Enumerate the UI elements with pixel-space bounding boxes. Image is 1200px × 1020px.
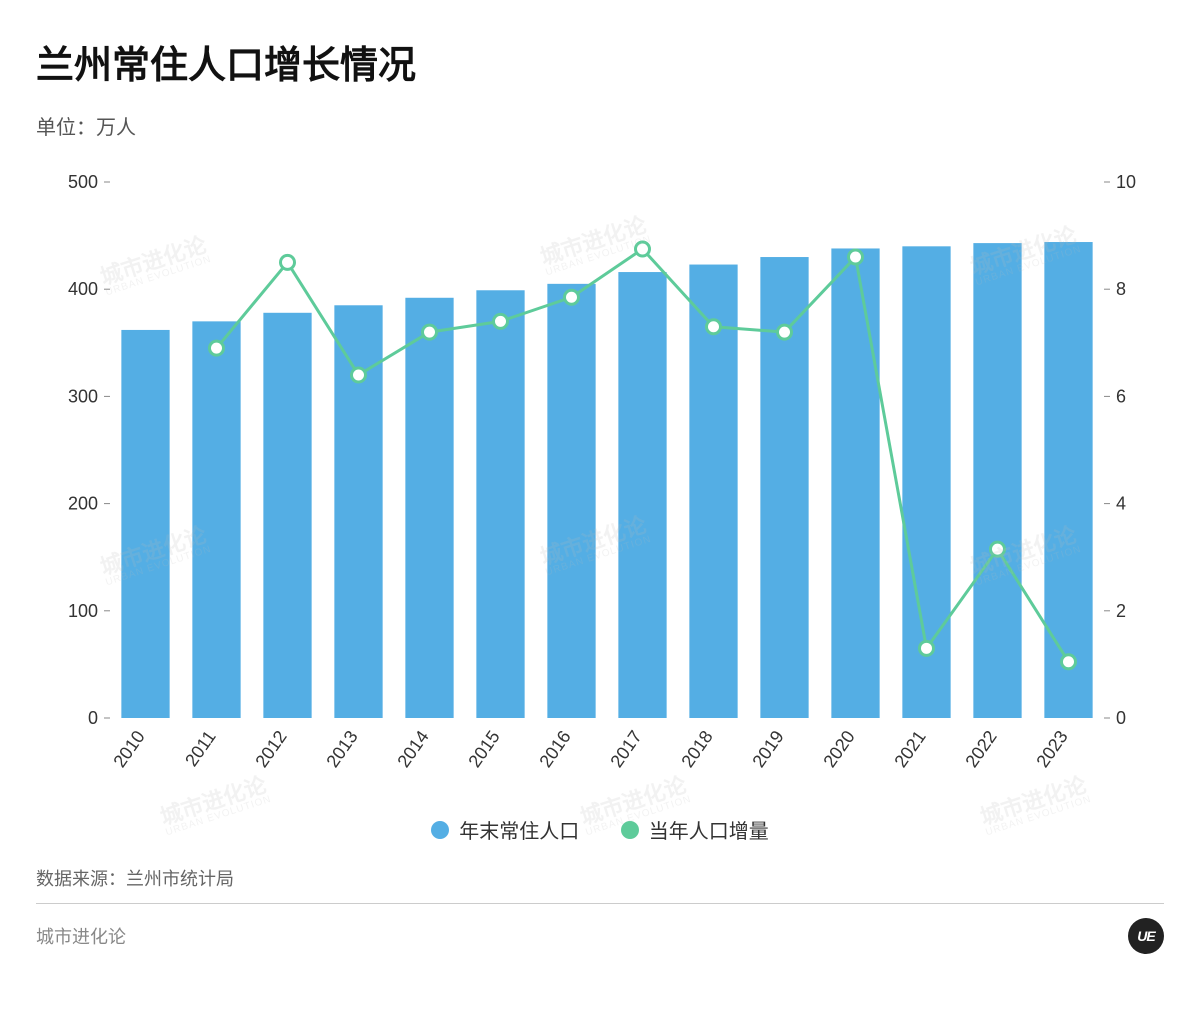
bar [973, 243, 1021, 718]
legend-label-line: 当年人口增量 [649, 815, 769, 844]
bar [618, 272, 666, 718]
x-tick-label: 2012 [251, 727, 290, 771]
svg-text:100: 100 [68, 601, 98, 621]
bar [547, 284, 595, 718]
svg-text:0: 0 [1116, 708, 1126, 728]
data-source: 数据来源：兰州市统计局 [36, 865, 1164, 904]
svg-text:8: 8 [1116, 279, 1126, 299]
bar [1044, 242, 1092, 718]
page-title: 兰州常住人口增长情况 [36, 34, 1164, 89]
x-tick-label: 2015 [464, 727, 503, 771]
line-marker [778, 325, 792, 339]
footer: 城市进化论 UE [36, 918, 1164, 954]
bar [476, 290, 524, 718]
line-marker [991, 542, 1005, 556]
legend-swatch-line [621, 821, 639, 839]
svg-text:300: 300 [68, 386, 98, 406]
legend-item-line: 当年人口增量 [621, 815, 769, 844]
legend: 年末常住人口 当年人口增量 [36, 815, 1164, 845]
x-tick-label: 2019 [748, 727, 787, 771]
svg-text:2: 2 [1116, 601, 1126, 621]
chart-container: 兰州常住人口增长情况 单位：万人 0 100 200 300 400 500 0 2 4 6 8 10… [0, 0, 1200, 1020]
x-tick-label: 2017 [606, 727, 645, 771]
legend-label-bar: 年末常住人口 [459, 815, 579, 844]
svg-text:400: 400 [68, 279, 98, 299]
line-marker [707, 320, 721, 334]
line-marker [423, 325, 437, 339]
svg-text:500: 500 [68, 172, 98, 192]
line-marker [636, 242, 650, 256]
x-tick-label: 2013 [322, 727, 361, 771]
chart-svg: 0 100 200 300 400 500 0 2 4 6 8 10 2010 2011 2012 2013 2… [36, 158, 1164, 798]
brand-badge-icon: UE [1128, 918, 1164, 954]
line-marker [494, 314, 508, 328]
line-marker [1062, 655, 1076, 669]
x-tick-label: 2011 [181, 727, 220, 770]
line-marker [281, 255, 295, 269]
axis-unit-label: 单位：万人 [36, 111, 1164, 140]
svg-text:4: 4 [1116, 494, 1126, 514]
svg-text:0: 0 [88, 708, 98, 728]
line-marker [849, 250, 863, 264]
bar [831, 248, 879, 718]
x-tick-label: 2016 [535, 727, 574, 771]
bar [192, 321, 240, 718]
legend-swatch-bar [431, 821, 449, 839]
svg-text:10: 10 [1116, 172, 1136, 192]
chart-plot: 0 100 200 300 400 500 0 2 4 6 8 10 2010 2011 2012 2013 2… [36, 158, 1164, 803]
bar [405, 298, 453, 718]
x-tick-label: 2014 [393, 727, 432, 771]
x-tick-label: 2018 [677, 727, 716, 771]
line-marker [565, 290, 579, 304]
x-tick-label: 2010 [109, 727, 148, 771]
x-tick-label: 2020 [819, 727, 858, 771]
line-marker [352, 368, 366, 382]
bar [121, 330, 169, 718]
svg-text:200: 200 [68, 494, 98, 514]
line-marker [920, 641, 934, 655]
footer-brand: 城市进化论 [36, 923, 126, 949]
legend-item-bar: 年末常住人口 [431, 815, 579, 844]
x-tick-label: 2021 [890, 727, 929, 771]
line-marker [210, 341, 224, 355]
x-tick-label: 2022 [961, 727, 1000, 771]
bar [263, 313, 311, 718]
x-tick-label: 2023 [1032, 727, 1071, 771]
svg-text:6: 6 [1116, 386, 1126, 406]
